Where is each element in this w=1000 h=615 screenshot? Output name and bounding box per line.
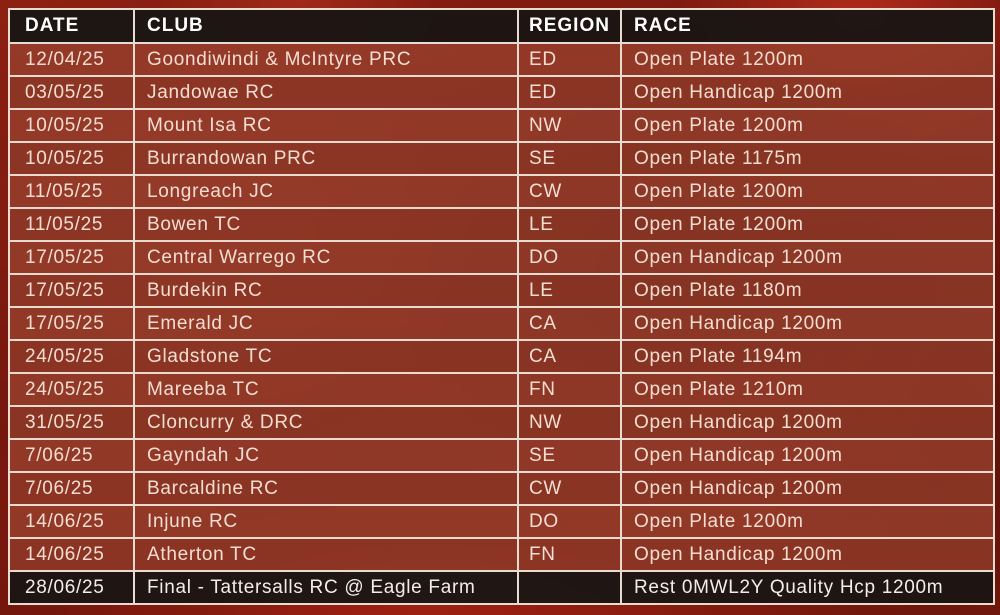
table-row: 11/05/25 Longreach JC CW Open Plate 1200m [8,174,995,209]
cell-club: Emerald JC [133,306,519,341]
cell-club: Goondiwindi & McIntyre PRC [133,42,519,77]
cell-date: 24/05/25 [8,372,135,407]
cell-region: SE [517,438,622,473]
cell-region: NW [517,108,622,143]
cell-region: ED [517,75,622,110]
cell-region: NW [517,405,622,440]
cell-date: 11/05/25 [8,207,135,242]
cell-date: 31/05/25 [8,405,135,440]
table-row: 11/05/25 Bowen TC LE Open Plate 1200m [8,207,995,242]
table-row: 17/05/25 Emerald JC CA Open Handicap 1200m [8,306,995,341]
table-row: 10/05/25 Burrandowan PRC SE Open Plate 1175… [8,141,995,176]
cell-race: Open Plate 1200m [620,108,995,143]
cell-date: 17/05/25 [8,306,135,341]
header-region: REGION [517,8,622,44]
cell-region: FN [517,372,622,407]
cell-club: Gladstone TC [133,339,519,374]
table-row: 10/05/25 Mount Isa RC NW Open Plate 1200m [8,108,995,143]
cell-race: Open Plate 1200m [620,504,995,539]
table-row: 03/05/25 Jandowae RC ED Open Handicap 1200m [8,75,995,110]
table-row: 31/05/25 Cloncurry & DRC NW Open Handicap 1… [8,405,995,440]
cell-region: LE [517,207,622,242]
header-date: DATE [8,8,135,44]
cell-club: Atherton TC [133,537,519,572]
cell-region: FN [517,537,622,572]
table-row: 7/06/25 Barcaldine RC CW Open Handicap 1200… [8,471,995,506]
cell-club: Cloncurry & DRC [133,405,519,440]
cell-date: 14/06/25 [8,504,135,539]
cell-region: CA [517,339,622,374]
cell-date: 7/06/25 [8,438,135,473]
cell-race: Open Handicap 1200m [620,537,995,572]
cell-race: Open Plate 1200m [620,42,995,77]
table-row: 7/06/25 Gayndah JC SE Open Handicap 1200m [8,438,995,473]
cell-race: Open Plate 1200m [620,207,995,242]
cell-club: Jandowae RC [133,75,519,110]
cell-club: Mareeba TC [133,372,519,407]
cell-region [517,570,622,605]
header-row: DATE CLUB REGION RACE [8,8,995,44]
cell-club: Central Warrego RC [133,240,519,275]
cell-date: 17/05/25 [8,273,135,308]
cell-date: 14/06/25 [8,537,135,572]
cell-date: 24/05/25 [8,339,135,374]
cell-date: 28/06/25 [8,570,135,605]
cell-race: Open Handicap 1200m [620,306,995,341]
table-row: 17/05/25 Central Warrego RC DO Open Handica… [8,240,995,275]
cell-club: Bowen TC [133,207,519,242]
cell-race: Open Handicap 1200m [620,438,995,473]
cell-race: Open Plate 1200m [620,174,995,209]
cell-date: 10/05/25 [8,141,135,176]
cell-race: Open Plate 1180m [620,273,995,308]
cell-region: CW [517,471,622,506]
cell-race: Open Handicap 1200m [620,75,995,110]
cell-region: CA [517,306,622,341]
cell-region: LE [517,273,622,308]
cell-club: Burrandowan PRC [133,141,519,176]
race-schedule-table: DATE CLUB REGION RACE 12/04/25 Goondiwind… [8,8,995,605]
cell-date: 17/05/25 [8,240,135,275]
cell-race: Open Handicap 1200m [620,405,995,440]
cell-club: Longreach JC [133,174,519,209]
cell-club: Injune RC [133,504,519,539]
table-row: 14/06/25 Injune RC DO Open Plate 1200m [8,504,995,539]
cell-region: CW [517,174,622,209]
cell-region: SE [517,141,622,176]
cell-date: 10/05/25 [8,108,135,143]
cell-race: Open Plate 1210m [620,372,995,407]
header-race: RACE [620,8,995,44]
cell-region: DO [517,240,622,275]
cell-date: 12/04/25 [8,42,135,77]
table-row: 24/05/25 Gladstone TC CA Open Plate 1194m [8,339,995,374]
cell-race: Open Handicap 1200m [620,240,995,275]
header-club: CLUB [133,8,519,44]
cell-club: Gayndah JC [133,438,519,473]
table-row: 12/04/25 Goondiwindi & McIntyre PRC ED Open… [8,42,995,77]
table-row: 24/05/25 Mareeba TC FN Open Plate 1210m [8,372,995,407]
cell-date: 03/05/25 [8,75,135,110]
cell-region: DO [517,504,622,539]
cell-date: 11/05/25 [8,174,135,209]
cell-race: Open Handicap 1200m [620,471,995,506]
cell-race: Open Plate 1175m [620,141,995,176]
table-body: 12/04/25 Goondiwindi & McIntyre PRC ED Open… [8,42,995,605]
cell-club: Burdekin RC [133,273,519,308]
table-row: 14/06/25 Atherton TC FN Open Handicap 1200m [8,537,995,572]
cell-club: Final - Tattersalls RC @ Eagle Farm [133,570,519,605]
cell-region: ED [517,42,622,77]
table-header: DATE CLUB REGION RACE [8,8,995,44]
cell-date: 7/06/25 [8,471,135,506]
cell-club: Barcaldine RC [133,471,519,506]
table-row-final: 28/06/25 Final - Tattersalls RC @ Eagle F… [8,570,995,605]
cell-race: Rest 0MWL2Y Quality Hcp 1200m [620,570,995,605]
table-row: 17/05/25 Burdekin RC LE Open Plate 1180m [8,273,995,308]
cell-club: Mount Isa RC [133,108,519,143]
cell-race: Open Plate 1194m [620,339,995,374]
